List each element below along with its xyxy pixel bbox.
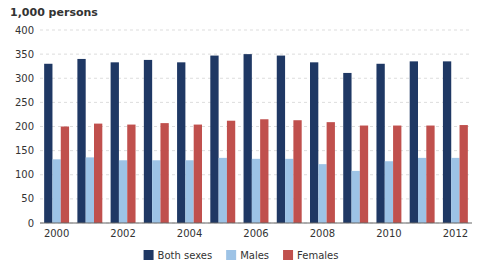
legend-swatch (226, 250, 236, 260)
bar (44, 64, 52, 223)
bar (285, 159, 293, 223)
bar (310, 62, 318, 223)
tick-label: 2010 (376, 228, 401, 239)
legend-label: Both sexes (158, 250, 213, 261)
bar (111, 62, 119, 223)
bar (451, 158, 459, 223)
bar (385, 161, 393, 223)
grid-line (40, 102, 472, 103)
bar (410, 61, 418, 223)
bar (119, 160, 127, 223)
bar (393, 126, 401, 223)
tick-label: 2004 (177, 228, 202, 239)
tick-label: 200 (15, 121, 34, 132)
bar (194, 125, 202, 223)
bar (352, 171, 360, 223)
bar (52, 159, 60, 223)
bar (443, 61, 451, 223)
bar (318, 164, 326, 223)
tick-label: 2008 (310, 228, 335, 239)
bar (277, 56, 285, 223)
bar (260, 119, 268, 223)
legend-label: Females (297, 250, 338, 261)
grid-line (40, 150, 472, 151)
bar (127, 125, 135, 223)
tick-label: 50 (21, 193, 34, 204)
bar (210, 56, 218, 223)
bar (219, 158, 227, 223)
grid-line (40, 223, 472, 224)
tick-label: 2000 (44, 228, 69, 239)
bar (61, 127, 69, 224)
bar (343, 73, 351, 223)
bar (144, 60, 152, 223)
bar (376, 64, 384, 223)
grid (40, 30, 472, 223)
bar (152, 160, 160, 223)
legend-swatch (283, 250, 293, 260)
grid-line (40, 78, 472, 79)
bars (44, 54, 468, 223)
bar (293, 120, 301, 223)
tick-label: 100 (15, 169, 34, 180)
legend-label: Males (240, 250, 269, 261)
bar (86, 157, 94, 223)
bar (360, 126, 368, 223)
bar (160, 123, 168, 223)
bar (94, 124, 102, 223)
bar (327, 122, 335, 223)
bar (418, 158, 426, 223)
chart: 1,000 persons 0 50 100 150 200 250 300 350 400 200… (0, 0, 482, 273)
grid-line (40, 30, 472, 31)
legend: Both sexes Males Females (144, 250, 339, 261)
tick-label: 150 (15, 145, 34, 156)
grid-line (40, 54, 472, 55)
bar (77, 59, 85, 223)
tick-label: 0 (28, 218, 34, 229)
tick-label: 300 (15, 73, 34, 84)
x-axis-line (40, 223, 472, 224)
bar (244, 54, 252, 223)
bar (460, 125, 468, 223)
tick-label: 250 (15, 97, 34, 108)
bar (185, 160, 193, 223)
tick-label: 2012 (443, 228, 468, 239)
tick-label: 350 (15, 49, 34, 60)
legend-swatch (144, 250, 154, 260)
tick-label: 400 (15, 25, 34, 36)
bar (177, 62, 185, 223)
tick-label: 2002 (110, 228, 135, 239)
axis-label: 1,000 persons (10, 6, 98, 19)
bar (227, 121, 235, 223)
tick-label: 2006 (243, 228, 268, 239)
bar (426, 126, 434, 223)
bar (252, 159, 260, 223)
grid-line (40, 126, 472, 127)
